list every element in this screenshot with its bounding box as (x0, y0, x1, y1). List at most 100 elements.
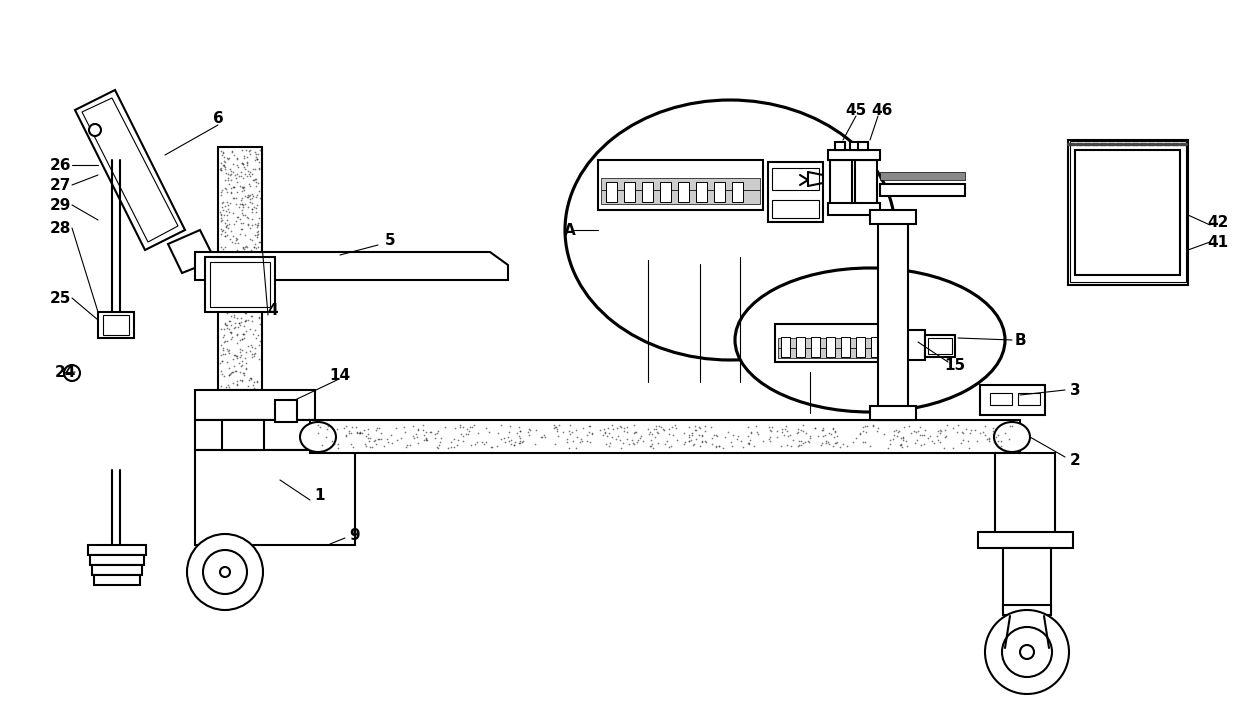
Point (231, 319, 250, 330)
Point (218, 346, 238, 357)
Point (878, 442, 898, 454)
Point (227, 153, 247, 164)
Point (232, 217, 252, 228)
Point (216, 230, 236, 241)
Bar (598, 160, 763, 210)
Point (787, 441, 807, 452)
Point (233, 158, 253, 169)
Point (250, 144, 270, 156)
Point (417, 434, 436, 446)
Point (213, 342, 233, 354)
Point (350, 427, 370, 438)
Point (826, 437, 846, 449)
Point (211, 224, 231, 235)
Point (928, 430, 947, 441)
Point (604, 423, 624, 435)
Point (216, 167, 236, 179)
Point (248, 177, 268, 189)
Point (211, 215, 231, 227)
Point (221, 186, 241, 198)
Circle shape (89, 124, 100, 136)
Point (665, 420, 684, 431)
Point (776, 420, 796, 432)
Point (227, 159, 247, 171)
Point (914, 429, 934, 441)
Point (382, 429, 402, 441)
Point (241, 166, 260, 178)
Bar (878, 220, 908, 420)
Point (895, 436, 915, 447)
Point (229, 335, 249, 346)
Point (211, 208, 231, 220)
Point (567, 442, 587, 454)
Point (234, 367, 254, 379)
Point (244, 201, 264, 212)
Point (236, 168, 255, 180)
Point (228, 238, 248, 249)
Point (227, 328, 247, 339)
Point (666, 422, 686, 433)
Point (799, 436, 818, 447)
Bar (777, 338, 892, 348)
Point (226, 349, 246, 361)
Point (340, 428, 360, 439)
Point (820, 438, 839, 450)
Point (232, 194, 252, 205)
Point (760, 431, 780, 443)
Point (738, 431, 758, 442)
Point (428, 442, 448, 454)
Point (361, 441, 381, 453)
Point (239, 323, 259, 334)
Point (229, 228, 249, 240)
Point (217, 210, 237, 221)
Circle shape (187, 534, 263, 610)
Point (215, 230, 234, 242)
Point (237, 171, 257, 182)
Point (689, 422, 709, 433)
Point (481, 441, 501, 453)
Point (213, 145, 233, 157)
Point (213, 197, 233, 208)
Point (781, 440, 801, 451)
Point (510, 431, 529, 442)
Point (930, 436, 950, 448)
Point (212, 356, 232, 367)
Point (217, 186, 237, 198)
Point (692, 431, 712, 442)
Point (215, 210, 234, 221)
Point (246, 174, 265, 185)
Point (211, 349, 231, 361)
Point (639, 428, 658, 440)
Point (441, 441, 461, 453)
Point (234, 190, 254, 202)
Point (991, 436, 1011, 447)
Point (234, 369, 254, 380)
Bar (1075, 150, 1180, 275)
Point (661, 440, 681, 451)
Point (238, 340, 258, 351)
Point (219, 217, 239, 229)
Point (365, 434, 384, 446)
Point (923, 435, 942, 446)
Point (211, 162, 231, 174)
Point (856, 426, 875, 438)
Point (224, 310, 244, 321)
Point (826, 425, 846, 436)
Point (212, 369, 232, 380)
Point (229, 346, 249, 357)
Point (625, 427, 645, 438)
Point (784, 435, 804, 446)
Point (773, 423, 792, 435)
Point (884, 429, 904, 441)
Bar (1068, 140, 1188, 285)
Point (236, 315, 255, 326)
Point (624, 427, 644, 438)
Point (243, 190, 263, 202)
Point (704, 429, 724, 441)
Point (247, 376, 267, 387)
Point (234, 328, 254, 340)
Point (579, 426, 599, 438)
Point (226, 321, 246, 333)
Point (823, 440, 843, 451)
Point (239, 178, 259, 189)
